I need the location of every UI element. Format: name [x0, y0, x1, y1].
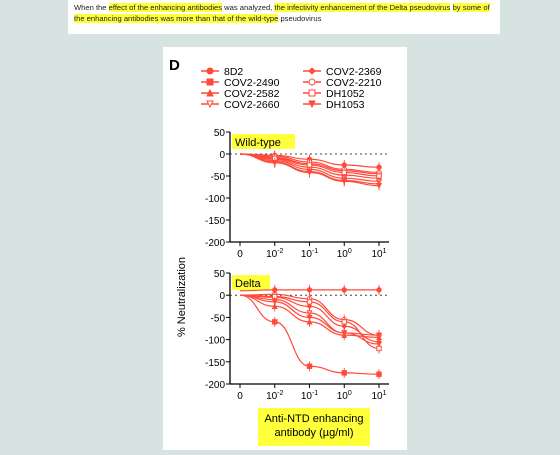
- x-tick-label: 10-1: [301, 390, 318, 402]
- x-tick-label: 101: [371, 390, 386, 402]
- data-point: [206, 88, 214, 97]
- y-axis-label: % Neutralization: [176, 257, 188, 337]
- x-tick-label: 0: [237, 249, 243, 260]
- data-point: [272, 319, 278, 325]
- data-point: [206, 100, 214, 109]
- figure-panel: D 8D2 COV2-2490 COV2-2582 COV2-2660 COV2-236…: [163, 47, 407, 450]
- legend-label: DH1052: [326, 88, 365, 100]
- legend-label: COV2-2490: [224, 77, 280, 89]
- data-point: [308, 100, 316, 109]
- data-point: [375, 182, 383, 189]
- y-tick-label: -200: [205, 380, 225, 391]
- x-tick-label: 10-2: [266, 390, 283, 402]
- legend-label: COV2-2582: [224, 88, 280, 100]
- y-tick-label: 50: [214, 269, 226, 280]
- x-tick-label: 100: [337, 390, 352, 402]
- data-point: [341, 169, 347, 176]
- data-point: [376, 173, 382, 179]
- data-point: [376, 287, 382, 293]
- panel-letter: D: [169, 57, 180, 74]
- series-dh1053: [239, 294, 383, 341]
- x-tick-label: 100: [337, 248, 352, 260]
- series-cov2-2490: [239, 294, 382, 380]
- y-tick-label: 0: [219, 150, 225, 161]
- data-point: [271, 299, 278, 306]
- data-point: [375, 332, 383, 339]
- data-point: [306, 287, 313, 293]
- y-tick-label: 50: [214, 128, 226, 139]
- chart-wild-type: Wild-type 50 0 -50 -100 -150 -200 0 10-2 10-1 100 1…: [205, 128, 389, 260]
- chart-delta: Delta 50 0 -50 -100 -150 -200 0 10-2 10-1 100 101: [205, 269, 389, 402]
- caption-segment: pseudovirus: [278, 14, 322, 23]
- data-point: [306, 314, 313, 321]
- x-tick-label: 10-1: [301, 248, 318, 260]
- panel-title: Delta: [235, 278, 262, 290]
- data-point: [306, 363, 313, 369]
- data-point: [376, 345, 382, 352]
- caption-highlight: the infectivity enhancement of the Delta…: [274, 3, 451, 12]
- y-tick-label: -150: [205, 216, 225, 227]
- y-tick-label: -100: [205, 336, 225, 347]
- y-tick-label: -200: [205, 238, 225, 249]
- data-point: [308, 67, 316, 75]
- y-tick-label: -50: [211, 172, 226, 183]
- y-tick-label: 0: [219, 291, 225, 302]
- legend-label: COV2-2369: [326, 66, 382, 78]
- data-point: [206, 67, 214, 75]
- data-point: [308, 89, 316, 97]
- caption-text: When the effect of the enhancing antibod…: [68, 0, 500, 34]
- data-point: [271, 160, 278, 167]
- legend-label: COV2-2660: [224, 99, 280, 111]
- data-point: [341, 319, 347, 325]
- legend-label: COV2-2210: [326, 77, 382, 89]
- x-axis-label-line1: Anti-NTD enhancing: [264, 413, 363, 425]
- y-tick-label: -50: [211, 313, 226, 324]
- x-tick-label: 0: [237, 391, 243, 402]
- x-tick-label: 10-2: [266, 248, 283, 260]
- x-axis-label-line2: antibody (µg/ml): [274, 427, 353, 439]
- data-point: [341, 370, 347, 376]
- caption-highlight: effect of the enhancing antibodies: [108, 3, 223, 12]
- y-tick-label: -150: [205, 358, 225, 369]
- x-tick-label: 101: [371, 248, 386, 260]
- series-8d2: [239, 284, 382, 295]
- data-point: [341, 330, 348, 337]
- panel-title-highlight: [232, 275, 270, 290]
- legend-label: 8D2: [224, 66, 243, 78]
- panel-title: Wild-type: [235, 137, 281, 149]
- data-point: [306, 169, 313, 176]
- legend-label: DH1053: [326, 99, 365, 111]
- panel-title-highlight: [232, 134, 295, 149]
- data-point: [341, 178, 348, 185]
- y-tick-label: -100: [205, 194, 225, 205]
- data-point: [341, 287, 347, 293]
- data-point: [308, 78, 316, 86]
- caption-segment: was analyzed,: [222, 3, 275, 12]
- caption-segment: When the: [74, 3, 109, 12]
- data-point: [376, 371, 382, 377]
- data-point: [306, 299, 313, 305]
- data-point: [206, 78, 214, 86]
- xlabel-highlight: [258, 408, 370, 446]
- data-point: [306, 162, 313, 168]
- series-dh1053: [239, 153, 383, 191]
